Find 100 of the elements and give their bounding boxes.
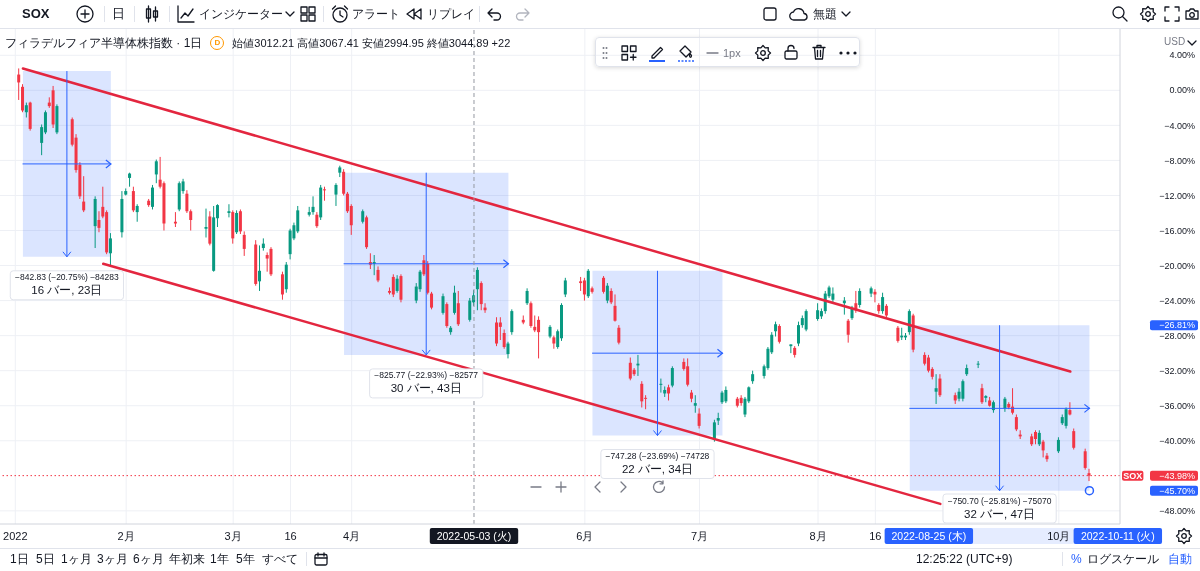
candlestick [1072, 428, 1076, 451]
text: USD [1164, 35, 1186, 49]
ref-line-label: SOX [1123, 470, 1143, 481]
annotation: −842.83 (−20.75%) −84283 16 バー, 23日 [15, 272, 120, 297]
candlestick [479, 280, 483, 311]
annotation: 1px [723, 46, 741, 60]
candlestick [934, 373, 938, 405]
candlestick [980, 383, 984, 405]
text: リプレイ [427, 7, 475, 21]
y-tick-label: −8.00% [1164, 155, 1195, 166]
candlestick [265, 251, 269, 273]
y-tick-label: −24.00% [1159, 295, 1195, 306]
candlestick [498, 316, 502, 341]
candlestick [563, 277, 567, 298]
text: 1年 [210, 552, 229, 566]
text: 1ヶ月 [61, 552, 92, 566]
callout: −747.28 (−23.69%) −74728 22 バー, 34日 [600, 449, 715, 479]
x-tick-label: 6月 [576, 529, 594, 542]
candlestick [82, 175, 86, 213]
x-tick-label: 2022 [3, 529, 28, 542]
candlestick [858, 287, 862, 309]
candlestick [529, 300, 533, 329]
x-tick-label: 10月 [1047, 529, 1071, 542]
candlestick [846, 318, 850, 344]
candlestick [108, 232, 112, 267]
candlestick [510, 308, 514, 336]
y-tick-label: −32.00% [1159, 365, 1195, 376]
text: フィラデルフィア半導体株指数 · 1日 [5, 34, 203, 52]
text: インジケーター [199, 7, 283, 21]
y-tick-label: −16.00% [1159, 225, 1195, 236]
y-tick-label: 0.00% [1169, 85, 1195, 96]
candlestick [632, 367, 636, 377]
candlestick [628, 357, 632, 381]
candlestick [280, 271, 284, 301]
candlestick [238, 208, 242, 235]
candlestick [613, 293, 617, 323]
y-tick-label: −48.00% [1159, 506, 1195, 517]
candlestick [797, 321, 800, 347]
text: ログスケール [1087, 552, 1159, 566]
callout: −750.70 (−25.81%) −75070 32 バー, 47日 [942, 493, 1057, 524]
candlestick [456, 290, 460, 327]
candlestick [131, 186, 135, 213]
candlestick [804, 308, 808, 332]
candlestick [342, 168, 346, 196]
candlestick [399, 273, 403, 303]
candlestick [468, 297, 472, 323]
candlestick [452, 285, 456, 316]
candlestick [258, 244, 262, 292]
candlestick [334, 182, 338, 207]
candlestick [204, 208, 208, 239]
candlestick [789, 343, 793, 354]
y-tick-label: −40.00% [1159, 435, 1195, 446]
candlestick [881, 292, 885, 315]
x-tick-label: 2月 [117, 529, 135, 542]
candlestick [1041, 439, 1045, 458]
text: 自動 [1168, 552, 1192, 566]
candlestick [21, 83, 25, 113]
candlestick [323, 186, 326, 202]
candlestick [154, 159, 158, 184]
text: 2022-10-11 (火) [1080, 529, 1155, 542]
candlestick [97, 210, 101, 233]
text: 5年 [236, 552, 255, 566]
y-tick-label: −12.00% [1159, 190, 1195, 201]
candlestick [422, 254, 426, 277]
y-tick-label: −36.00% [1159, 400, 1195, 411]
candlestick [938, 373, 942, 398]
text: 6ヶ月 [133, 552, 164, 566]
x-tick-label: 3月 [224, 529, 242, 542]
candlestick [1083, 448, 1087, 471]
text: SOX [22, 6, 50, 21]
candlestick [311, 195, 315, 216]
candlestick [227, 203, 231, 218]
candlestick [961, 378, 965, 402]
text: 3ヶ月 [97, 552, 128, 566]
text: 1日 [10, 552, 29, 566]
y-tick-label: 4.00% [1169, 50, 1195, 61]
y-tick-label: −45.70% [1159, 485, 1195, 496]
ref-line-label: 2022-05-03 (火) [436, 529, 512, 542]
candlestick [1064, 406, 1068, 429]
candlestick [697, 407, 701, 429]
text: 年初来 [169, 552, 205, 566]
candlestick [605, 282, 609, 304]
candlestick [640, 380, 644, 408]
candlestick [686, 357, 690, 387]
toolbar-panel: 1px [595, 37, 860, 67]
text: % [1071, 552, 1082, 566]
candlestick [617, 324, 621, 345]
text: 日 [112, 6, 125, 21]
candlestick [495, 316, 499, 347]
text: すべて [262, 552, 298, 566]
text: 始値3012.21 高値3067.41 安値2994.95 終値3044.89 +22 [232, 35, 511, 51]
text: アラート [352, 7, 400, 21]
y-tick-label: −28.00% [1159, 330, 1195, 341]
text: 5日 [36, 552, 55, 566]
candlestick [659, 378, 663, 394]
candlestick [1068, 401, 1072, 416]
candlestick [552, 335, 556, 350]
candlestick [502, 329, 506, 350]
x-tick-label: 16 [869, 529, 882, 542]
y-tick-label: −26.81% [1159, 320, 1195, 331]
